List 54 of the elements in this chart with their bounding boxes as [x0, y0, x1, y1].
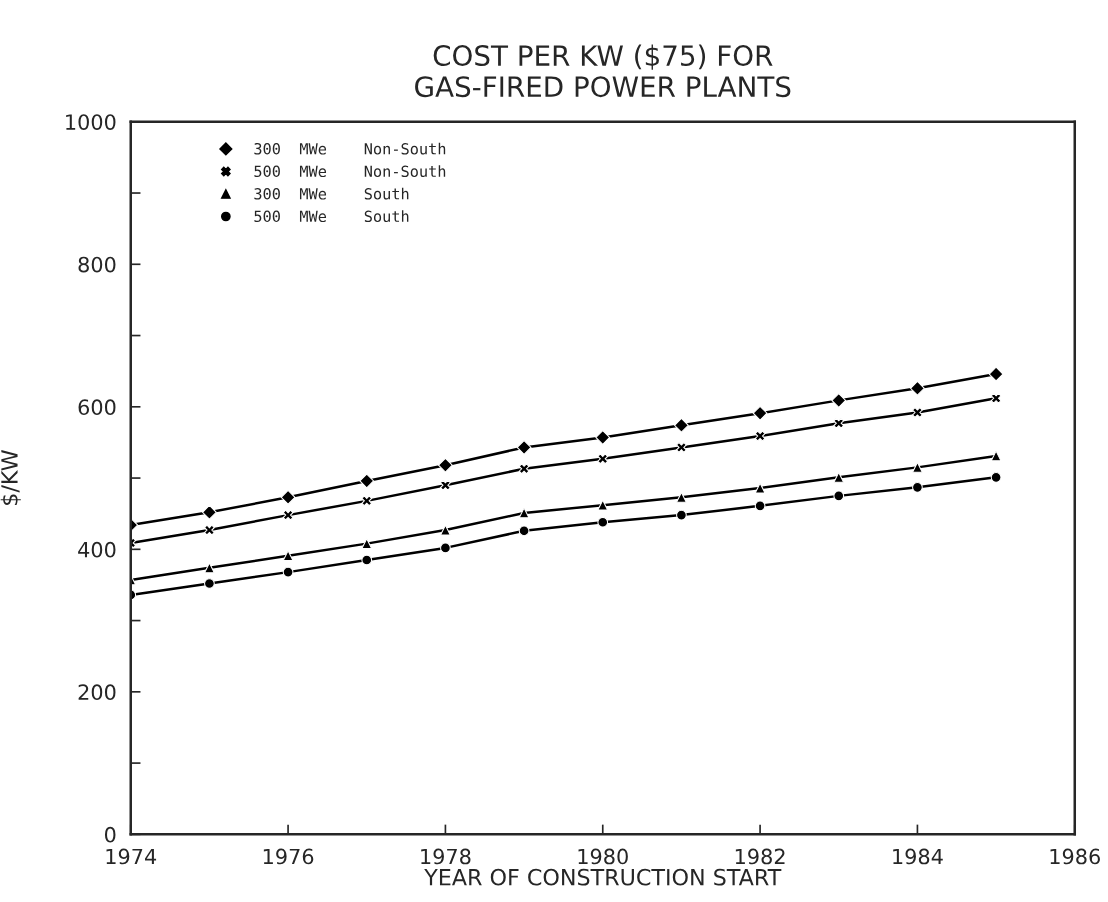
point [518, 507, 530, 519]
point [516, 440, 532, 455]
point [280, 489, 296, 505]
point [518, 525, 530, 537]
x-tick-label: 1974 [106, 848, 157, 865]
x-tick-label: 1978 [421, 848, 471, 865]
x-tick-label: 1986 [1050, 848, 1100, 865]
point [359, 473, 375, 489]
point [204, 524, 215, 536]
point [361, 554, 373, 566]
point [361, 538, 373, 549]
y-tick-label: 200 [78, 684, 116, 701]
point [912, 481, 923, 493]
x-tick-label: 1982 [735, 848, 785, 865]
chart-title: COST PER KW ($75) FOR GAS-FIRED POWER PLANTS [415, 44, 791, 98]
point [676, 509, 687, 521]
point [597, 516, 609, 528]
point [361, 495, 373, 507]
x-tick-label: 1980 [578, 848, 628, 865]
point [990, 450, 1002, 462]
y-tick-label: 1000 [66, 114, 116, 130]
y-axis-title: $/KW [0, 450, 21, 505]
y-tick-label: 600 [78, 399, 116, 416]
point [674, 417, 689, 433]
point [990, 471, 1002, 483]
x-tick-label: 1976 [263, 848, 314, 865]
point [752, 405, 768, 421]
point [988, 366, 1004, 382]
point [754, 500, 766, 512]
point [595, 430, 611, 445]
legend-label: 300 MWe Non-South [254, 142, 446, 155]
point [754, 430, 766, 442]
point [833, 490, 845, 502]
point [440, 479, 451, 491]
point [440, 542, 451, 554]
y-tick-label: 400 [78, 541, 116, 558]
legend-label: 500 MWe Non-South [254, 165, 446, 178]
point [204, 578, 215, 589]
legend-label: 500 MWe South [254, 210, 409, 223]
point [282, 566, 294, 578]
point [910, 380, 925, 396]
point [754, 482, 766, 494]
point [518, 463, 530, 475]
point [831, 392, 847, 408]
point [597, 453, 609, 465]
y-tick-label: 800 [78, 256, 116, 273]
point [438, 457, 453, 473]
point [676, 442, 687, 453]
x-axis-title: YEAR OF CONSTRUCTION START [424, 868, 782, 886]
point [912, 407, 923, 418]
y-tick-label: 0 [104, 826, 116, 843]
legend-label: 300 MWe South [254, 187, 409, 200]
point [833, 417, 845, 429]
x-tick-label: 1984 [893, 848, 943, 865]
